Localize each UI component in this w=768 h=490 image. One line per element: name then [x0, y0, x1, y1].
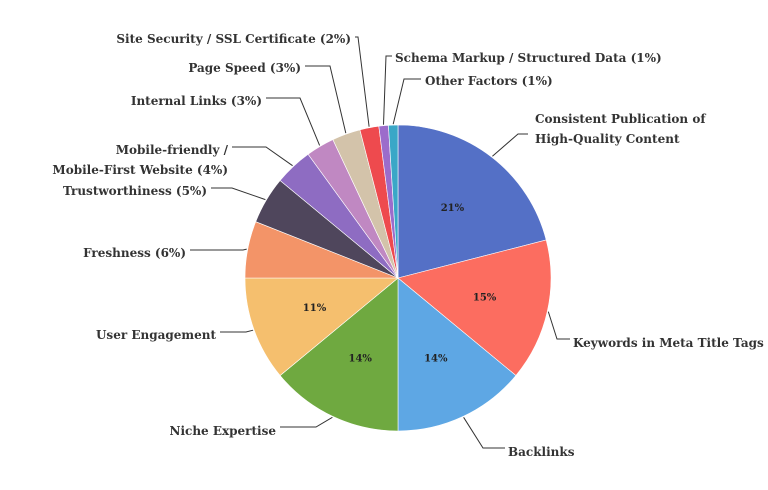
data-label-user-engagement: 11% [303, 303, 327, 314]
leader-line-freshness [190, 248, 247, 251]
leader-line-other-factors [392, 78, 421, 125]
category-label-user-engagement: User Engagement [96, 328, 216, 342]
leader-line-internal-links [266, 97, 321, 146]
pie-slice-other-factors [388, 124, 399, 279]
slice-labels: 21% Consistent Publication of High-Quality… [52, 32, 764, 459]
category-label-other-factors: Other Factors (1%) [425, 74, 553, 88]
category-label-freshness: Freshness (6%) [83, 246, 186, 260]
category-label-schema-markup-structured-data: Schema Markup / Structured Data (1%) [395, 51, 662, 65]
pie-slice-consistent-publication-of-high-quality-content [397, 124, 547, 279]
leader-line-keywords-in-meta-title-tags [547, 311, 570, 340]
category-label-keywords-in-meta-title-tags: Keywords in Meta Title Tags [573, 336, 764, 350]
category-label-consistent-publication-of-high-quality-content: Consistent Publication of High-Quality Co… [535, 112, 706, 146]
pie-slice-niche-expertise [279, 277, 399, 432]
category-label-mobile-friendly-mobile-first-website: Mobile-friendly / Mobile-First Website (4… [52, 143, 228, 177]
leader-line-user-engagement [220, 329, 254, 333]
category-label-niche-expertise: Niche Expertise [169, 424, 276, 438]
leader-line-trustworthiness [211, 187, 266, 201]
pie-slice-user-engagement [244, 277, 399, 376]
category-label-backlinks: Backlinks [508, 445, 575, 459]
leader-line-mobile-friendly-mobile-first-website [232, 146, 293, 167]
data-label-consistent-publication-of-high-quality-content: 21% [441, 203, 465, 214]
leader-lines [190, 36, 570, 449]
pie-slice-backlinks [397, 277, 517, 432]
leader-line-niche-expertise [280, 416, 333, 428]
leader-line-consistent-publication-of-high-quality-content [492, 133, 528, 157]
data-label-niche-expertise: 14% [348, 353, 372, 364]
category-label-page-speed: Page Speed (3%) [188, 61, 301, 75]
leader-line-schema-markup-structured-data [383, 55, 392, 125]
pie-slices [244, 124, 552, 432]
category-label-trustworthiness: Trustworthiness (5%) [63, 184, 207, 198]
data-label-keywords-in-meta-title-tags: 15% [473, 292, 497, 303]
pie-slice-keywords-in-meta-title-tags [397, 239, 552, 376]
category-label-site-security-ssl-certificate: Site Security / SSL Certificate (2%) [116, 32, 351, 46]
leader-line-backlinks [463, 417, 505, 449]
category-label-internal-links: Internal Links (3%) [131, 94, 262, 108]
data-label-backlinks: 14% [424, 353, 448, 364]
leader-line-page-speed [305, 65, 347, 134]
leader-line-site-security-ssl-certificate [355, 36, 370, 127]
